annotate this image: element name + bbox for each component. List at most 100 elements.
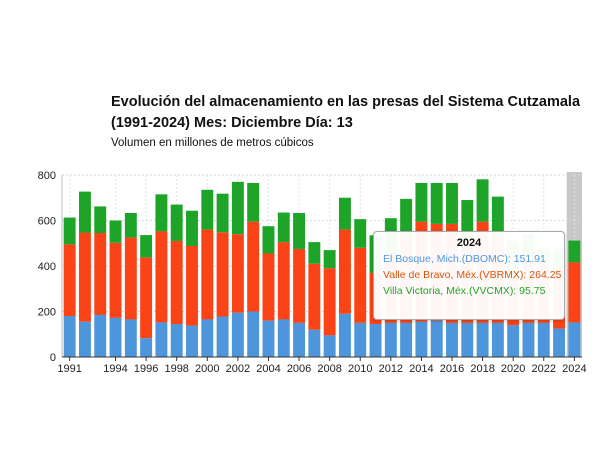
bar-2010-series-1 — [354, 247, 367, 323]
bar-2000-series-1 — [201, 229, 214, 320]
bar-1992-series-0 — [78, 321, 91, 357]
x-tick-label-1998: 1998 — [164, 363, 188, 375]
y-tick-label-400: 400 — [38, 261, 56, 273]
x-tick-label-2000: 2000 — [195, 363, 219, 375]
bar-2015-series-0 — [430, 320, 443, 357]
bar-1999-series-2 — [186, 210, 198, 246]
bar-2003-series-0 — [247, 311, 260, 357]
bar-2006-series-0 — [293, 322, 306, 357]
bar-2010-series-2 — [354, 219, 367, 248]
x-tick-label-2008: 2008 — [317, 363, 341, 375]
bar-2005-series-1 — [277, 242, 290, 320]
bar-1992-series-2 — [78, 191, 91, 233]
bar-2004-series-2 — [262, 226, 275, 254]
bar-1991-series-1 — [63, 244, 76, 317]
y-tick-label-600: 600 — [38, 216, 56, 228]
tooltip-line-valle-de-bravo: Valle de Bravo, Méx.(VBRMX): 264.25 — [383, 269, 562, 281]
x-tick-label-1994: 1994 — [103, 363, 127, 375]
bar-2016-series-0 — [446, 322, 458, 357]
bar-1992-series-1 — [78, 232, 91, 322]
bar-1997-series-0 — [155, 322, 168, 357]
x-tick-label-1996: 1996 — [134, 363, 158, 375]
y-tick-label-0: 0 — [50, 352, 56, 364]
bar-2018-series-2 — [476, 179, 489, 222]
bar-2014-series-0 — [415, 321, 428, 357]
bar-2016-series-2 — [446, 182, 458, 224]
x-tick-label-2004: 2004 — [256, 363, 280, 375]
bar-2005-series-2 — [277, 212, 290, 243]
bar-2007-series-0 — [308, 329, 321, 357]
bar-2023-series-0 — [553, 328, 566, 357]
x-tick-label-2014: 2014 — [409, 363, 433, 375]
bar-2022-series-0 — [537, 322, 550, 357]
x-tick-label-2022: 2022 — [532, 363, 556, 375]
bar-2008-series-1 — [323, 268, 336, 336]
chart-title: Evolución del almacenamiento en las pres… — [111, 94, 581, 131]
bar-2017-series-0 — [461, 322, 474, 357]
bar-2000-series-0 — [201, 319, 214, 357]
bar-1996-series-0 — [140, 338, 153, 357]
bar-2020-series-0 — [507, 325, 520, 357]
bar-2005-series-0 — [277, 319, 290, 357]
x-tick-label-1991: 1991 — [57, 363, 81, 375]
bar-2018-series-0 — [476, 322, 489, 357]
tooltip-line-el-bosque: El Bosque, Mich.(DBOMC): 151.91 — [383, 253, 546, 265]
bar-2013-series-2 — [400, 198, 413, 236]
bar-1998-series-0 — [170, 324, 183, 357]
bar-1996-series-1 — [140, 257, 153, 339]
bar-2012-series-0 — [384, 322, 397, 357]
bar-2000-series-2 — [201, 189, 214, 230]
bar-2024-series-2 — [568, 240, 581, 263]
bar-1999-series-0 — [186, 325, 198, 357]
bar-1994-series-2 — [109, 220, 122, 243]
bar-2002-series-2 — [231, 181, 244, 235]
bar-1993-series-1 — [94, 233, 107, 315]
bar-1997-series-2 — [155, 194, 168, 232]
bar-2009-series-1 — [338, 229, 351, 314]
bar-2019-series-2 — [491, 196, 504, 238]
bar-1994-series-1 — [109, 242, 122, 318]
x-tick-label-2012: 2012 — [379, 363, 403, 375]
bar-1995-series-2 — [124, 212, 137, 238]
bar-2009-series-2 — [338, 197, 351, 230]
tooltip-line-villa-victoria: Villa Victoria, Méx.(VVCMX): 95.75 — [383, 285, 546, 297]
bar-1995-series-1 — [124, 237, 137, 320]
bar-2001-series-0 — [216, 316, 229, 357]
bar-2015-series-2 — [430, 182, 443, 224]
bar-2010-series-0 — [354, 322, 367, 357]
y-tick-label-800: 800 — [38, 170, 56, 182]
bar-1991-series-0 — [63, 316, 76, 357]
bar-2019-series-0 — [491, 322, 504, 357]
bar-2024-series-0 — [568, 322, 581, 357]
bar-1996-series-2 — [140, 235, 153, 258]
bar-2001-series-1 — [216, 232, 229, 317]
chart-subtitle: Volumen en millones de metros cúbicos — [111, 137, 314, 149]
tooltip-title: 2024 — [456, 237, 482, 249]
x-tick-label-2006: 2006 — [287, 363, 311, 375]
bar-2009-series-0 — [338, 313, 351, 357]
bar-2004-series-1 — [262, 253, 275, 321]
bar-1991-series-2 — [63, 217, 76, 245]
bar-2003-series-1 — [247, 221, 260, 312]
bar-2014-series-2 — [415, 182, 428, 222]
bar-1998-series-2 — [170, 204, 183, 241]
bar-2024-series-1 — [568, 262, 581, 323]
x-tick-label-2016: 2016 — [440, 363, 464, 375]
x-tick-label-2002: 2002 — [226, 363, 250, 375]
x-tick-label-2020: 2020 — [501, 363, 525, 375]
bar-1993-series-2 — [94, 206, 107, 234]
bar-2004-series-0 — [262, 320, 275, 357]
bar-2008-series-2 — [323, 250, 336, 269]
bar-2021-series-0 — [522, 322, 535, 357]
hover-tooltip: 2024 El Bosque, Mich.(DBOMC): 151.91 Val… — [373, 231, 565, 320]
bar-2017-series-2 — [461, 200, 474, 241]
bar-1998-series-1 — [170, 240, 183, 325]
bar-2011-series-0 — [369, 324, 382, 357]
bar-2002-series-1 — [231, 234, 244, 313]
bar-2001-series-2 — [216, 193, 229, 233]
bar-1994-series-0 — [109, 317, 122, 357]
y-tick-label-200: 200 — [38, 307, 56, 319]
bar-2006-series-1 — [293, 248, 306, 323]
bar-1997-series-1 — [155, 231, 168, 323]
bar-1993-series-0 — [94, 314, 107, 357]
